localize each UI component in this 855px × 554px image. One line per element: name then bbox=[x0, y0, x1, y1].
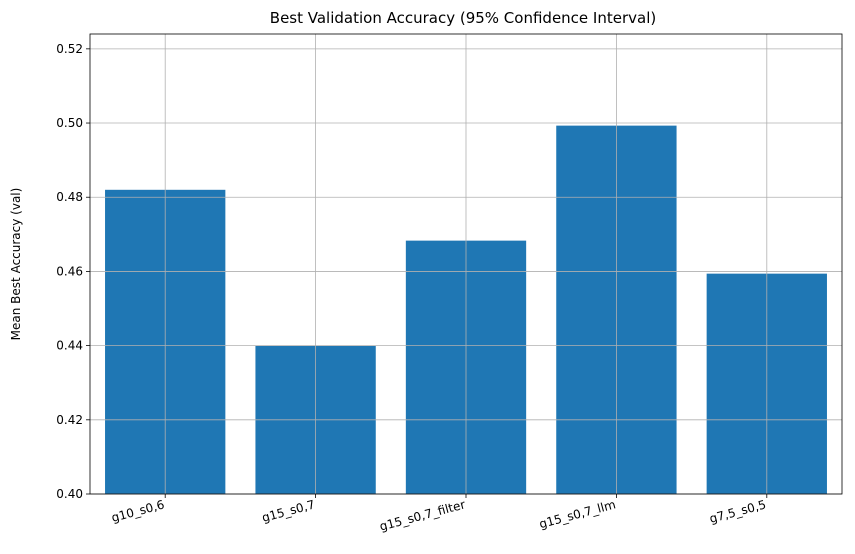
y-tick-label: 0.40 bbox=[56, 487, 83, 501]
y-tick-label: 0.46 bbox=[56, 264, 83, 278]
y-tick-label: 0.42 bbox=[56, 413, 83, 427]
y-axis-label: Mean Best Accuracy (val) bbox=[9, 188, 23, 341]
x-tick-label: g15_s0,7 bbox=[260, 497, 316, 525]
y-tick-label: 0.48 bbox=[56, 190, 83, 204]
x-tick-label: g15_s0,7_llm bbox=[538, 497, 618, 531]
x-tick-label: g7,5_s0,5 bbox=[708, 497, 768, 526]
chart-title: Best Validation Accuracy (95% Confidence… bbox=[270, 9, 656, 27]
y-tick-label: 0.52 bbox=[56, 42, 83, 56]
x-tick-label: g10_s0,6 bbox=[110, 497, 166, 525]
y-tick-label: 0.44 bbox=[56, 339, 83, 353]
y-tick-label: 0.50 bbox=[56, 116, 83, 130]
x-tick-label: g15_s0,7_filter bbox=[378, 497, 467, 533]
